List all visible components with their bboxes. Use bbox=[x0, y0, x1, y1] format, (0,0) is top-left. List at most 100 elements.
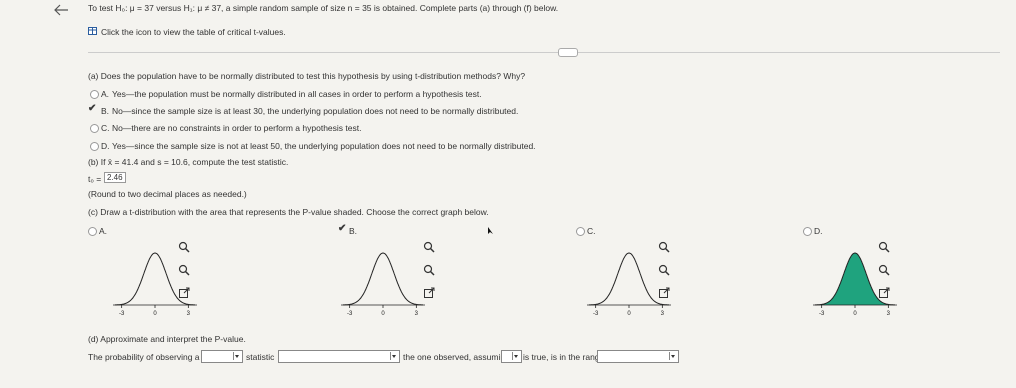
tick-label: 3 bbox=[187, 311, 191, 317]
expand-button[interactable] bbox=[558, 48, 578, 57]
lens bbox=[178, 264, 188, 274]
option-text: No—since the sample size is at least 30,… bbox=[112, 106, 519, 116]
arrow bbox=[428, 287, 435, 294]
dropdown-1[interactable] bbox=[201, 350, 243, 363]
distribution-graph: -3 0 3 bbox=[587, 252, 671, 317]
handle bbox=[664, 247, 670, 253]
option-letter: A. bbox=[99, 226, 108, 236]
handle bbox=[184, 247, 190, 253]
checkmark: ✔ bbox=[338, 223, 347, 234]
checkmark: ✔ bbox=[88, 103, 97, 114]
lens bbox=[878, 241, 888, 251]
handle bbox=[429, 247, 435, 253]
lens bbox=[878, 264, 888, 274]
tick-label: 0 bbox=[853, 311, 857, 317]
zoom-out-icon[interactable] bbox=[423, 264, 435, 276]
question-c: (c) Draw a t-distribution with the area … bbox=[88, 207, 489, 217]
question-a: (a) Does the population have to be norma… bbox=[88, 71, 526, 81]
prompt: To test H₀: μ = 37 versus H₁: μ ≠ 37, a … bbox=[88, 3, 559, 13]
radio-button[interactable] bbox=[803, 227, 812, 236]
lens bbox=[658, 264, 668, 274]
handle bbox=[664, 270, 670, 276]
tick-label: 0 bbox=[381, 311, 385, 317]
option-letter: C. bbox=[587, 226, 596, 236]
tick-label: 3 bbox=[661, 311, 665, 317]
distribution-graph: -3 0 3 bbox=[113, 252, 197, 317]
answer[interactable]: 2.46 bbox=[104, 172, 126, 183]
tick-label: 3 bbox=[415, 311, 419, 317]
option-text: No—there are no constraints in order to … bbox=[112, 123, 362, 133]
lens bbox=[423, 264, 433, 274]
zoom-out-icon[interactable] bbox=[178, 264, 190, 276]
option-letter: D. bbox=[101, 141, 110, 151]
separator bbox=[88, 52, 1000, 53]
frame bbox=[424, 289, 433, 298]
frame bbox=[879, 289, 888, 298]
answer-label: t₀ = bbox=[88, 174, 102, 184]
table-link[interactable]: Click the icon to view the table of crit… bbox=[101, 27, 286, 37]
zoom-in-icon[interactable] bbox=[658, 241, 670, 253]
option-text: Yes—since the sample size is not at leas… bbox=[112, 141, 536, 151]
tick-label: 0 bbox=[153, 311, 157, 317]
sentence-4: is true, is in the range bbox=[523, 352, 605, 362]
sentence-2: statistic bbox=[246, 352, 275, 362]
frame bbox=[179, 289, 188, 298]
shaded-area bbox=[815, 253, 895, 305]
lens bbox=[178, 241, 188, 251]
handle bbox=[429, 270, 435, 276]
back-arrow[interactable] bbox=[52, 2, 70, 18]
radio-button[interactable] bbox=[90, 124, 99, 133]
tick-label: -3 bbox=[593, 311, 599, 317]
zoom-in-icon[interactable] bbox=[878, 241, 890, 253]
distribution-graph: -3 0 3 bbox=[813, 252, 897, 317]
arrow bbox=[183, 287, 190, 294]
zoom-in-icon[interactable] bbox=[423, 241, 435, 253]
open-graph-icon[interactable] bbox=[658, 287, 670, 299]
tick-label: -3 bbox=[347, 311, 353, 317]
radio-button[interactable] bbox=[90, 90, 99, 99]
option-text: Yes—the population must be normally dist… bbox=[112, 89, 482, 99]
zoom-out-icon[interactable] bbox=[878, 264, 890, 276]
tick-label: -3 bbox=[819, 311, 825, 317]
radio-button[interactable] bbox=[576, 227, 585, 236]
option-letter: B. bbox=[101, 106, 110, 116]
tick-label: 3 bbox=[887, 311, 891, 317]
curve bbox=[815, 252, 895, 306]
radio-button[interactable] bbox=[88, 227, 97, 236]
option-letter: B. bbox=[349, 226, 358, 236]
tick-label: 0 bbox=[627, 311, 631, 317]
handle bbox=[184, 270, 190, 276]
round-note: (Round to two decimal places as needed.) bbox=[88, 189, 247, 199]
option-letter: D. bbox=[814, 226, 823, 236]
dropdown-4[interactable] bbox=[597, 350, 679, 363]
dropdown-3[interactable] bbox=[501, 350, 522, 363]
open-graph-icon[interactable] bbox=[423, 287, 435, 299]
tick-label: -3 bbox=[119, 311, 125, 317]
question-b: (b) If x̄ = 41.4 and s = 10.6, compute t… bbox=[88, 157, 289, 167]
option-letter: C. bbox=[101, 123, 110, 133]
frame bbox=[659, 289, 668, 298]
sentence-1: The probability of observing a bbox=[88, 352, 200, 362]
lens bbox=[423, 241, 433, 251]
distribution-graph: -3 0 3 bbox=[341, 252, 425, 317]
handle bbox=[884, 247, 890, 253]
dropdown-2[interactable] bbox=[278, 350, 400, 363]
open-graph-icon[interactable] bbox=[178, 287, 190, 299]
curve bbox=[115, 252, 195, 306]
zoom-in-icon[interactable] bbox=[178, 241, 190, 253]
open-graph-icon[interactable] bbox=[878, 287, 890, 299]
sentence-3: the one observed, assuming bbox=[403, 352, 510, 362]
curve bbox=[343, 252, 423, 306]
arrow bbox=[663, 287, 670, 294]
table-icon[interactable] bbox=[88, 27, 97, 35]
curve bbox=[589, 252, 669, 306]
handle bbox=[884, 270, 890, 276]
cursor bbox=[488, 227, 493, 234]
option-letter: A. bbox=[101, 89, 110, 99]
lens bbox=[658, 241, 668, 251]
zoom-out-icon[interactable] bbox=[658, 264, 670, 276]
radio-button[interactable] bbox=[90, 142, 99, 151]
arrow bbox=[883, 287, 890, 294]
